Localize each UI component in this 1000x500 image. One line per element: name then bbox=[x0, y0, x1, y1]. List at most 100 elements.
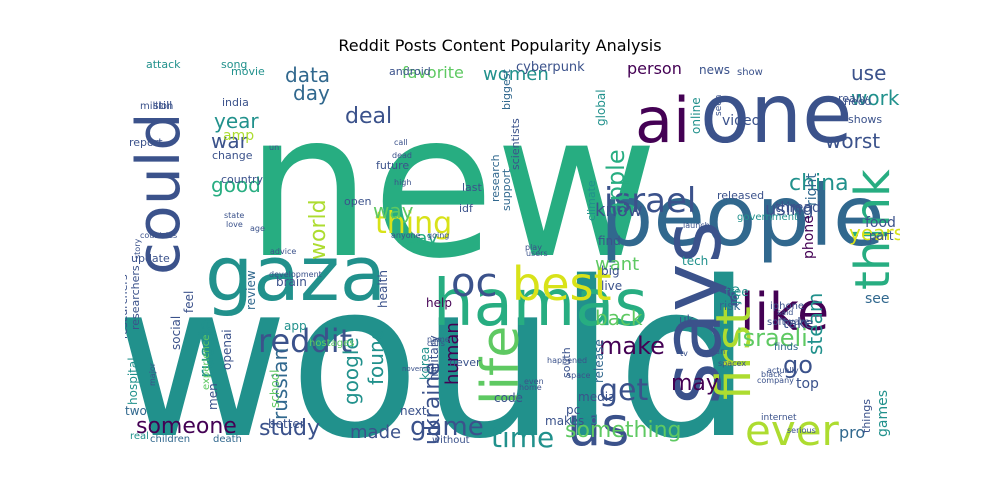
word-social: social bbox=[169, 316, 183, 350]
word-code: code bbox=[494, 391, 523, 405]
word-company: company bbox=[757, 376, 794, 385]
word-future: future bbox=[376, 159, 409, 172]
word-worst: worst bbox=[825, 129, 880, 153]
word-russian: russian bbox=[268, 348, 292, 420]
word-shows: shows bbox=[848, 113, 882, 126]
word-thing: thing bbox=[375, 206, 452, 241]
word-things: things bbox=[860, 399, 873, 433]
word-right: right bbox=[804, 173, 820, 206]
word-best: best bbox=[512, 257, 612, 311]
word-south: south bbox=[560, 347, 573, 378]
word-found: found bbox=[364, 328, 388, 385]
word-even: even bbox=[524, 377, 544, 386]
word-death: death bbox=[213, 434, 242, 445]
word-space: space bbox=[567, 371, 591, 380]
word-using: using bbox=[765, 199, 814, 220]
word-next: next bbox=[400, 404, 427, 418]
word-scientists: scientists bbox=[509, 118, 522, 170]
word-make: make bbox=[599, 332, 665, 360]
word-two: two bbox=[125, 404, 147, 418]
word-like: like bbox=[740, 283, 829, 343]
word-apple: apple bbox=[602, 149, 630, 216]
word-open: open bbox=[344, 195, 371, 208]
word-experience: experience bbox=[201, 335, 212, 390]
word-cloud: new would people one ai says gaza hamas could lik… bbox=[125, 60, 900, 448]
word-without: without bbox=[432, 435, 470, 446]
word-researchers: researchers bbox=[125, 274, 130, 339]
word-movie: movie bbox=[231, 65, 265, 78]
word-research: research bbox=[489, 154, 502, 202]
word-big: big bbox=[601, 264, 620, 278]
word-idf: idf bbox=[459, 202, 474, 215]
word-attack: attack bbox=[146, 60, 181, 71]
word-change: change bbox=[212, 149, 253, 162]
word-anyone: anyone bbox=[391, 231, 421, 240]
word-love: love bbox=[226, 220, 243, 229]
word-way: way bbox=[373, 199, 414, 223]
word-oc: oc bbox=[451, 260, 497, 306]
word-health: health bbox=[376, 270, 390, 308]
word-said: said bbox=[777, 308, 793, 317]
word-go: go bbox=[783, 351, 813, 379]
word-something: something bbox=[565, 418, 681, 443]
word-app: app bbox=[284, 319, 307, 333]
word-part: part bbox=[869, 229, 894, 243]
word-women: women bbox=[483, 64, 549, 85]
word-day: day bbox=[293, 81, 330, 105]
word-work: work bbox=[851, 86, 900, 110]
word-users: users bbox=[526, 249, 548, 258]
word-release: release bbox=[592, 339, 606, 383]
word-data: data bbox=[285, 63, 330, 87]
word-world: world bbox=[306, 199, 331, 260]
word-real: real bbox=[130, 431, 149, 442]
word-better: better bbox=[268, 417, 305, 431]
word-someone: someone bbox=[136, 414, 237, 439]
word-black: black bbox=[761, 370, 783, 379]
word-deal: deal bbox=[345, 104, 392, 129]
word-november: november bbox=[402, 365, 438, 373]
word-really: really bbox=[838, 92, 869, 105]
word-school: school bbox=[268, 370, 282, 408]
word-news: news bbox=[699, 63, 730, 77]
word-children: children bbox=[150, 434, 190, 445]
word-phone: phone bbox=[801, 215, 817, 259]
word-hospital: hospital bbox=[126, 357, 140, 405]
word-take: take bbox=[783, 316, 813, 332]
word-could: could bbox=[125, 113, 194, 275]
word-think: think bbox=[845, 169, 900, 290]
word-dead: dead bbox=[392, 151, 412, 160]
word-show: show bbox=[737, 67, 763, 78]
word-men: men bbox=[206, 383, 220, 410]
word-use: use bbox=[851, 61, 886, 85]
word-time: time bbox=[491, 421, 554, 448]
word-launch: launch bbox=[683, 221, 710, 230]
word-video: video bbox=[722, 113, 760, 129]
word-last: last bbox=[462, 181, 483, 194]
word-state: state bbox=[224, 211, 244, 220]
word-released: released bbox=[717, 189, 764, 202]
word-steam: steam bbox=[803, 293, 827, 355]
word-human: human bbox=[442, 322, 463, 385]
word-never: never bbox=[449, 356, 481, 369]
word-back: back bbox=[595, 306, 643, 330]
word-development: development bbox=[269, 270, 322, 279]
word-song: song bbox=[221, 60, 247, 71]
word-israeli: israeli bbox=[736, 324, 808, 352]
chart-title: Reddit Posts Content Popularity Analysis bbox=[338, 36, 662, 55]
word-story: story bbox=[133, 239, 142, 259]
word-want: want bbox=[595, 254, 639, 275]
word-openai: openai bbox=[220, 329, 234, 370]
word-get: get bbox=[599, 373, 649, 408]
word-update: update bbox=[131, 252, 170, 265]
word-china: china bbox=[789, 171, 849, 196]
word-good: good bbox=[211, 173, 261, 197]
word-ai: ai bbox=[635, 84, 690, 157]
word-seen: seen bbox=[714, 95, 724, 116]
word-games: games bbox=[875, 390, 891, 437]
word-android: android bbox=[389, 65, 431, 78]
word-google: google bbox=[339, 337, 363, 405]
word-climate: climate bbox=[585, 180, 598, 221]
word-made: made bbox=[350, 422, 401, 443]
word-one: one bbox=[700, 67, 853, 162]
